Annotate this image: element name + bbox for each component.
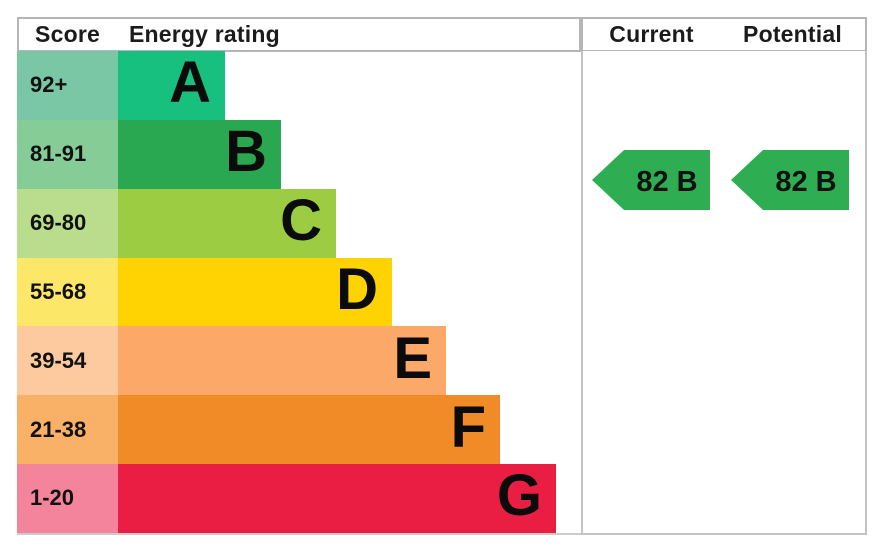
band-row-f: 21-38 F (17, 394, 556, 465)
score-range-b: 81-91 (17, 119, 118, 189)
band-row-c: 69-80 C (17, 188, 556, 258)
score-range-g: 1-20 (17, 464, 118, 533)
band-bar-c: C (118, 188, 336, 258)
band-letter-a: A (169, 50, 211, 116)
energy-rating-column-header: Energy rating (116, 17, 581, 52)
potential-rating-label: 82 B (775, 166, 836, 198)
band-rows: 92+ A 81-91 B 69-80 C 55-68 D 39-54 E 21-38 F 1-20 G (17, 51, 556, 533)
potential-arrow-shape (731, 150, 849, 210)
band-bar-d: D (118, 256, 392, 327)
table-bottom-border (17, 533, 581, 535)
band-row-g: 1-20 G (17, 464, 556, 533)
score-range-e: 39-54 (17, 326, 118, 396)
score-range-c: 69-80 (17, 188, 118, 258)
band-bar-f: F (118, 394, 500, 465)
band-row-d: 55-68 D (17, 256, 556, 327)
band-bar-a: A (118, 51, 225, 120)
band-bar-b: B (118, 119, 281, 189)
potential-column-header: Potential (720, 17, 867, 52)
current-arrow-shape (592, 150, 710, 210)
band-letter-d: D (336, 256, 378, 322)
band-letter-c: C (280, 188, 322, 254)
band-bar-e: E (118, 325, 446, 396)
score-range-d: 55-68 (17, 257, 118, 327)
potential-column (720, 51, 867, 535)
band-letter-g: G (496, 463, 542, 529)
score-range-f: 21-38 (17, 395, 118, 465)
potential-rating-arrow: 82 B (731, 150, 849, 210)
band-row-b: 81-91 B (17, 119, 556, 189)
band-letter-f: F (450, 394, 486, 460)
current-rating-arrow: 82 B (592, 150, 710, 210)
band-row-a: 92+ A (17, 51, 556, 120)
current-column-header: Current (581, 17, 722, 52)
current-rating-label: 82 B (636, 166, 697, 198)
score-column-header: Score (17, 17, 118, 52)
band-bar-g: G (118, 464, 556, 533)
band-letter-b: B (225, 119, 267, 185)
current-column (581, 51, 722, 535)
band-row-e: 39-54 E (17, 325, 556, 396)
band-letter-e: E (393, 325, 432, 391)
score-range-a: 92+ (17, 51, 118, 120)
